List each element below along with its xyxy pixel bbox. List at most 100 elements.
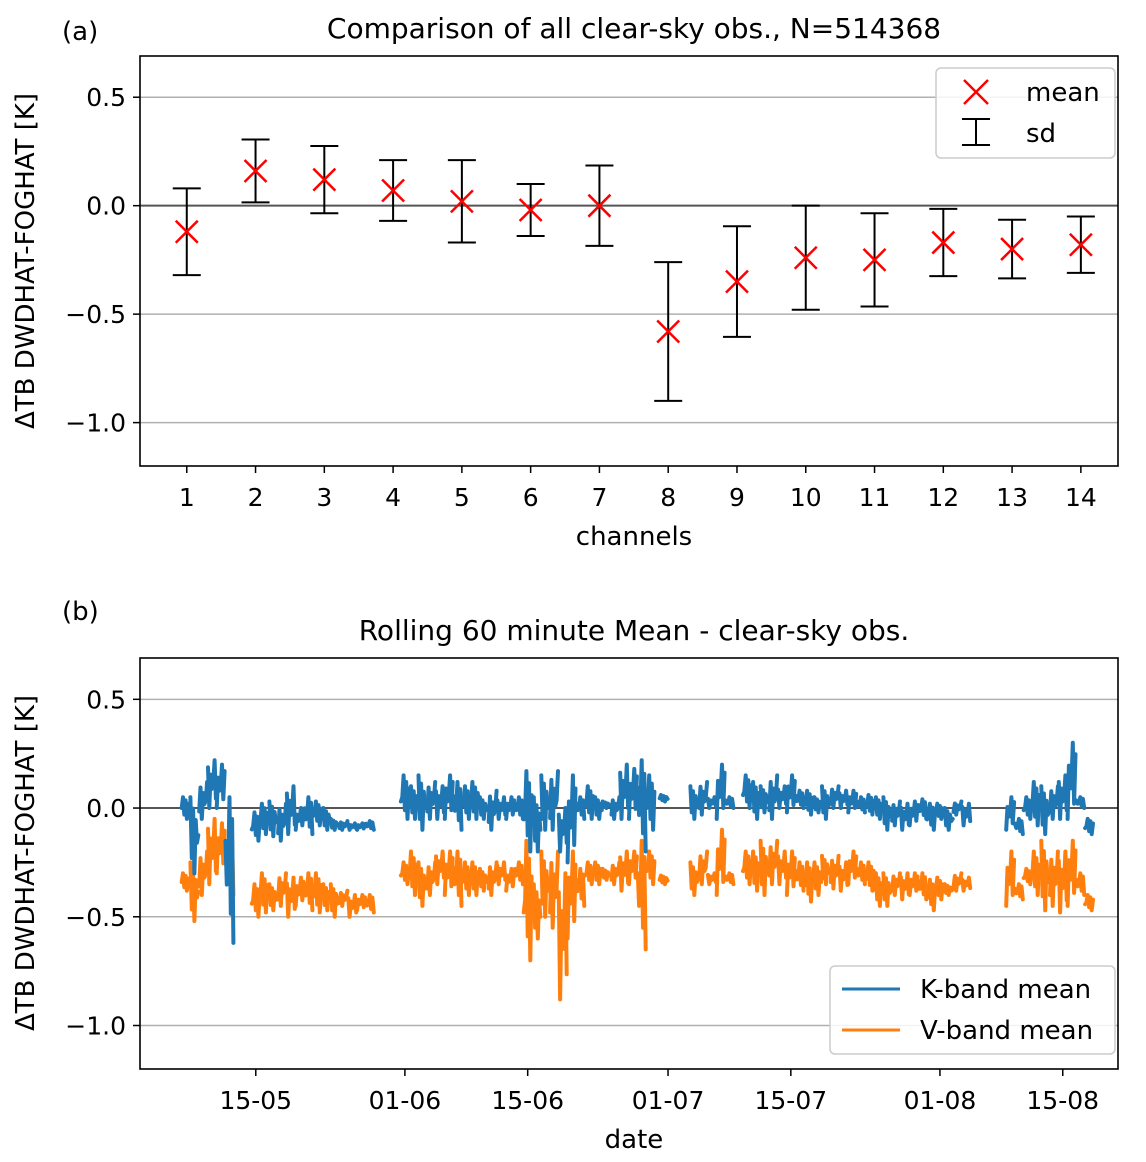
- panel-b-legend: K-band mean V-band mean: [829, 965, 1116, 1055]
- v-band-trace: [363, 893, 376, 915]
- k-band-trace: [714, 762, 727, 821]
- v-band-trace: [951, 871, 964, 893]
- k-band-trace: [758, 784, 771, 815]
- y-tick-label: 0.0: [86, 794, 126, 823]
- v-band-trace: [477, 866, 490, 893]
- mean-marker: [1000, 237, 1024, 261]
- k-band-trace: [890, 799, 902, 828]
- mean-marker-stroke: [243, 159, 268, 183]
- k-band-trace: [548, 769, 560, 832]
- mean-marker-stroke: [1000, 237, 1024, 261]
- mean-marker: [174, 219, 199, 244]
- mean-marker-stroke: [312, 167, 337, 192]
- v-band-trace: [767, 838, 780, 887]
- x-tick-label: 9: [729, 483, 745, 512]
- v-band-trace: [1048, 849, 1060, 908]
- v-band-trace: [469, 860, 481, 897]
- k-band-trace: [837, 788, 850, 810]
- v-band-trace: [486, 860, 499, 897]
- k-band-trace: [504, 795, 517, 821]
- k-band-trace: [820, 784, 832, 821]
- k-band-trace: [179, 795, 192, 821]
- v-band-trace: [600, 866, 613, 882]
- mean-marker: [587, 193, 612, 218]
- mean-marker: [862, 248, 887, 272]
- k-band-trace: [460, 784, 473, 821]
- k-band-trace: [1012, 816, 1025, 837]
- mean-marker-stroke: [587, 193, 612, 218]
- v-band-trace: [863, 860, 876, 893]
- x-tick-label: 10: [790, 483, 822, 512]
- v-band-trace: [258, 871, 271, 915]
- v-band-trace: [793, 860, 806, 893]
- k-band-trace: [644, 773, 657, 832]
- v-band-trace: [267, 882, 280, 913]
- v-band-trace: [548, 849, 560, 930]
- v-band-trace: [214, 821, 227, 876]
- mean-marker-stroke: [381, 178, 405, 203]
- panel-a-legend: mean sd: [935, 67, 1116, 159]
- k-band-trace: [618, 762, 631, 821]
- panel-a-ylabel: ΔTB DWDHAT-FOGHAT [K]: [11, 93, 41, 429]
- x-tick-label: 15-05: [219, 1086, 292, 1115]
- k-band-trace: [223, 795, 236, 945]
- k-band-trace: [513, 795, 525, 821]
- x-tick-label: 01-06: [369, 1086, 442, 1115]
- panel-b-label: (b): [62, 597, 99, 627]
- k-band-trace: [741, 773, 753, 810]
- panel-b-title: Rolling 60 minute Mean - clear-sky obs.: [359, 614, 910, 647]
- k-band-trace: [881, 795, 894, 832]
- mean-marker: [243, 159, 268, 183]
- y-tick-label: 0.5: [86, 83, 126, 112]
- v-band-trace: [916, 871, 929, 902]
- k-band-trace: [828, 784, 841, 810]
- v-band-trace: [1004, 849, 1017, 908]
- v-band-trace: [846, 849, 859, 887]
- k-band-trace: [328, 816, 341, 832]
- v-band-trace: [784, 849, 797, 897]
- k-band-trace: [600, 799, 613, 810]
- k-band-trace: [477, 795, 490, 821]
- k-band-trace: [907, 799, 920, 828]
- k-band-trace: [855, 795, 867, 815]
- v-band-trace: [1056, 849, 1069, 915]
- v-band-trace: [1021, 866, 1034, 887]
- v-band-trace: [618, 849, 631, 893]
- v-band-trace: [657, 873, 670, 887]
- x-tick-label: 15-06: [491, 1086, 564, 1115]
- k-band-trace: [627, 766, 639, 821]
- k-band-trace: [574, 795, 587, 821]
- k-band-trace: [249, 810, 262, 843]
- k-band-trace: [811, 795, 824, 815]
- k-band-trace: [302, 795, 315, 837]
- panel-b: (b) Rolling 60 minute Mean - clear-sky o…: [11, 597, 1119, 1155]
- k-band-trace: [214, 762, 227, 810]
- v-band-trace: [530, 882, 543, 941]
- k-band-trace: [1065, 740, 1078, 821]
- v-band-trace: [302, 871, 315, 913]
- mean-marker: [518, 198, 543, 222]
- v-band-trace: [898, 871, 911, 902]
- v-band-trace: [504, 866, 517, 893]
- k-band-trace: [1056, 773, 1069, 821]
- x-tick-label: 6: [523, 483, 539, 512]
- v-band-trace: [811, 860, 824, 897]
- v-band-trace: [1030, 849, 1043, 897]
- panel-a-xlabel: channels: [576, 522, 692, 552]
- legend-mean-label: mean: [1026, 78, 1100, 108]
- k-band-trace: [346, 821, 359, 832]
- k-band-trace: [802, 788, 815, 817]
- k-band-trace: [337, 819, 350, 832]
- panel-a-title: Comparison of all clear-sky obs., N=5143…: [327, 12, 941, 45]
- v-band-trace: [890, 871, 902, 897]
- panel-b-ylabel: ΔTB DWDHAT-FOGHAT [K]: [11, 695, 41, 1031]
- k-band-trace: [311, 799, 324, 828]
- mean-marker: [312, 167, 337, 192]
- mean-marker-stroke: [174, 219, 199, 244]
- k-band-trace: [407, 784, 420, 821]
- k-band-trace: [1004, 795, 1017, 832]
- k-band-trace: [749, 780, 762, 821]
- mean-marker-stroke: [518, 198, 543, 222]
- k-band-trace: [556, 806, 569, 854]
- k-band-trace: [521, 769, 534, 854]
